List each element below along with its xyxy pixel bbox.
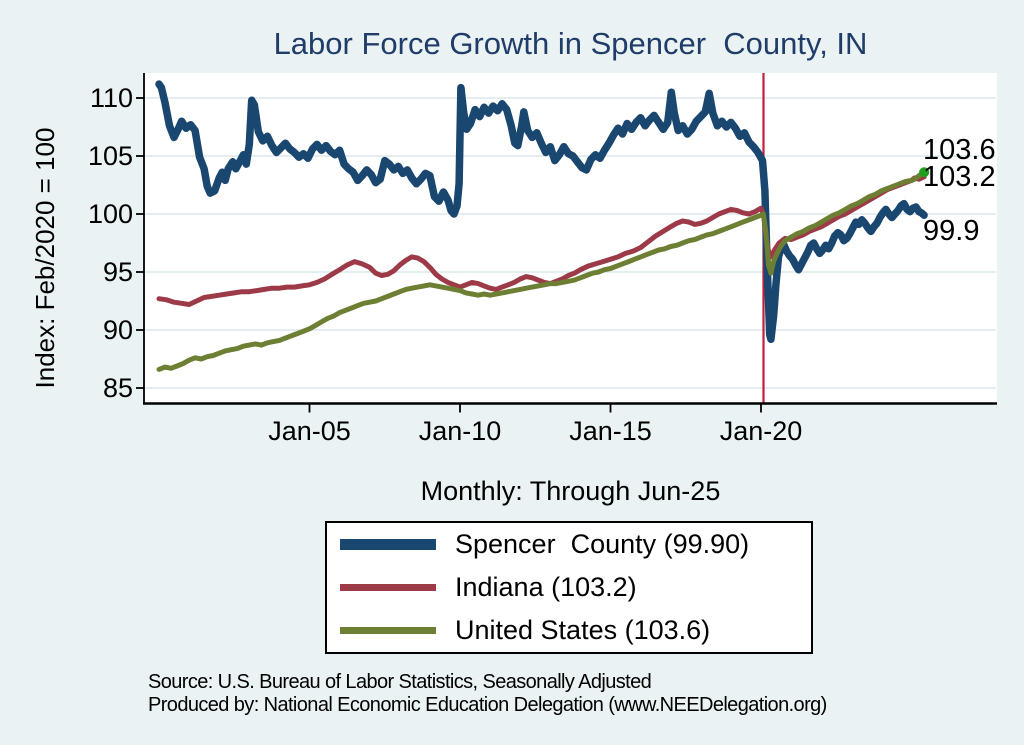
x-tick-label-Jan-15: Jan-15 — [569, 416, 652, 446]
legend-label: United States (103.6) — [455, 614, 711, 645]
source-block: Source: U.S. Bureau of Labor Statistics,… — [148, 671, 827, 716]
x-tick-label-Jan-10: Jan-10 — [418, 416, 502, 446]
chart-subtitle: Monthly: Through Jun-25 — [420, 476, 721, 506]
legend-label: Spencer County (99.90) — [455, 529, 750, 560]
source-line: Source: U.S. Bureau of Labor Statistics,… — [148, 671, 652, 693]
legend-label: Indiana (103.2) — [455, 572, 637, 602]
end-value-label-united-states: 103.6 — [923, 134, 996, 166]
y-tick-label-100: 100 — [87, 199, 133, 229]
x-tick-label-Jan-05: Jan-05 — [268, 416, 351, 446]
y-tick-label-90: 90 — [102, 315, 133, 345]
legend-item-spencer-county: Spencer County (99.90) — [327, 524, 811, 566]
y-tick-label-110: 110 — [89, 83, 133, 113]
y-tick-label-85: 85 — [102, 373, 133, 403]
series-line-spencer-county — [155, 80, 928, 344]
plot-background — [144, 73, 997, 404]
x-tick-label-Jan-20: Jan-20 — [719, 416, 803, 446]
series-line-united-states — [156, 169, 927, 372]
legend-line-swatch — [340, 584, 436, 591]
end-value-label-indiana: 103.2 — [923, 161, 996, 193]
legend-item-indiana: Indiana (103.2) — [327, 567, 811, 609]
y-tick-label-95: 95 — [102, 257, 133, 287]
y-tick-label-105: 105 — [87, 141, 133, 171]
end-value-label-spencer-county: 99.9 — [923, 215, 980, 247]
legend-item-united-states: United States (103.6) — [327, 609, 811, 651]
chart-title: Labor Force Growth in Spencer County, IN — [273, 26, 868, 61]
legend-line-swatch — [340, 626, 436, 634]
legend-line-swatch — [340, 539, 436, 551]
chart-legend: Spencer County (99.90) Indiana (103.2) Uni… — [325, 521, 813, 654]
series-line-indiana — [156, 174, 927, 307]
series-end-marker-united-states — [919, 167, 930, 178]
produced-by-line: Produced by: National Economic Education… — [148, 693, 827, 716]
